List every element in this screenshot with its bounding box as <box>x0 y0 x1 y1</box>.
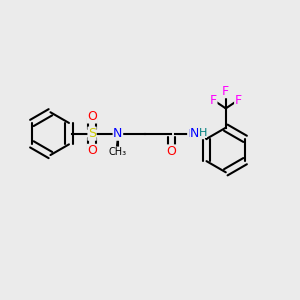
Text: N: N <box>113 127 123 140</box>
Text: O: O <box>87 110 97 123</box>
Text: H: H <box>198 128 207 138</box>
Text: NH: NH <box>188 129 204 139</box>
Text: S: S <box>88 127 96 140</box>
Text: O: O <box>87 144 97 158</box>
Text: O: O <box>167 145 176 158</box>
Text: F: F <box>235 94 242 106</box>
Text: CH₃: CH₃ <box>109 147 127 157</box>
Text: F: F <box>210 94 217 106</box>
Text: N: N <box>190 127 199 140</box>
Text: F: F <box>222 85 230 98</box>
